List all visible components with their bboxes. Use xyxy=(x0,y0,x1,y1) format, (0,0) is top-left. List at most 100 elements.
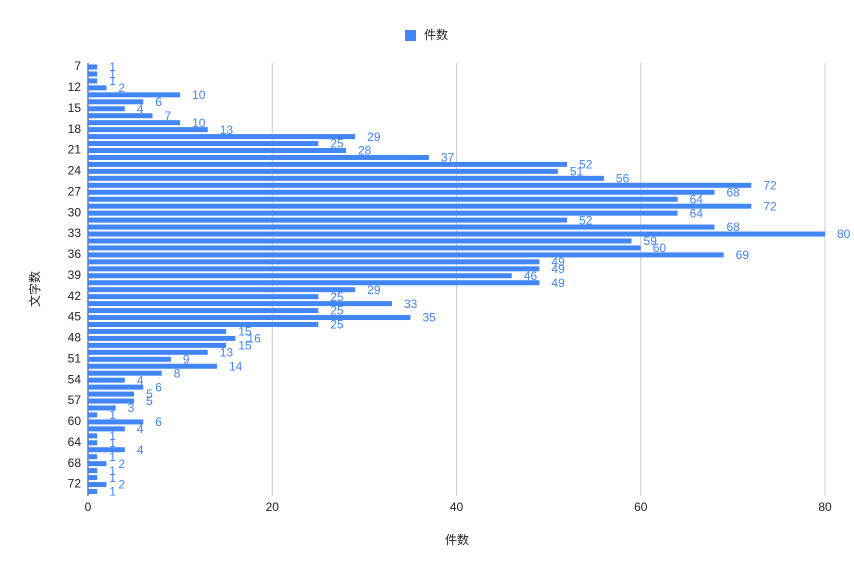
bar xyxy=(88,78,98,84)
data-label: 59 xyxy=(644,234,658,248)
y-tick-label: 36 xyxy=(68,247,82,261)
y-tick-label: 12 xyxy=(68,80,82,94)
bar xyxy=(88,301,393,307)
bar xyxy=(88,349,208,355)
x-tick-label: 40 xyxy=(450,500,464,514)
bar xyxy=(88,273,512,279)
data-label: 49 xyxy=(551,255,565,269)
data-label: 1 xyxy=(109,60,116,74)
y-tick-label: 7 xyxy=(74,59,81,73)
data-label: 1 xyxy=(109,464,116,478)
data-label: 28 xyxy=(358,144,372,158)
data-label: 1 xyxy=(109,74,116,88)
data-label: 64 xyxy=(690,206,704,220)
bar xyxy=(88,419,144,425)
bar xyxy=(88,71,98,77)
data-label: 5 xyxy=(146,394,153,408)
data-label: 1 xyxy=(109,450,116,464)
x-tick-label: 80 xyxy=(818,500,832,514)
data-label: 29 xyxy=(367,283,381,297)
bar xyxy=(88,433,98,439)
legend-swatch xyxy=(405,30,416,41)
data-label: 9 xyxy=(183,352,190,366)
data-label: 52 xyxy=(579,158,593,172)
data-label: 1 xyxy=(109,408,116,422)
data-label: 72 xyxy=(763,199,777,213)
bar xyxy=(88,231,825,237)
bar xyxy=(88,134,356,140)
x-tick-label: 20 xyxy=(266,500,280,514)
data-label: 13 xyxy=(220,345,234,359)
bar xyxy=(88,224,715,230)
bar xyxy=(88,245,641,251)
bar xyxy=(88,203,752,209)
bar xyxy=(88,321,319,327)
data-label: 52 xyxy=(579,213,593,227)
data-label: 51 xyxy=(570,165,584,179)
data-label: 6 xyxy=(155,380,162,394)
y-tick-label: 24 xyxy=(68,164,82,178)
bar xyxy=(88,294,319,300)
bar xyxy=(88,182,752,188)
legend-label: 件数 xyxy=(424,27,448,42)
data-label: 6 xyxy=(155,415,162,429)
bar xyxy=(88,377,125,383)
data-label: 4 xyxy=(137,373,144,387)
bar xyxy=(88,252,724,258)
data-label: 80 xyxy=(837,227,851,241)
x-tick-label: 0 xyxy=(85,500,92,514)
bar xyxy=(88,210,678,216)
data-label: 68 xyxy=(726,185,740,199)
data-label: 13 xyxy=(220,123,234,137)
bar xyxy=(88,315,411,321)
bar xyxy=(88,405,116,411)
bar xyxy=(88,99,144,105)
y-tick-label: 33 xyxy=(68,226,82,240)
bar xyxy=(88,468,98,474)
y-tick-label: 27 xyxy=(68,184,82,198)
data-label: 37 xyxy=(441,151,455,165)
data-label: 60 xyxy=(653,241,667,255)
data-label: 35 xyxy=(422,311,436,325)
y-tick-label: 21 xyxy=(68,143,82,157)
data-label: 5 xyxy=(146,387,153,401)
y-tick-label: 68 xyxy=(68,456,82,470)
data-label: 3 xyxy=(128,401,135,415)
data-label: 69 xyxy=(736,248,750,262)
data-label: 1 xyxy=(109,429,116,443)
data-label: 4 xyxy=(137,443,144,457)
data-label: 1 xyxy=(109,436,116,450)
bar xyxy=(88,482,107,488)
data-label: 4 xyxy=(137,422,144,436)
data-label: 49 xyxy=(551,262,565,276)
data-label: 25 xyxy=(330,318,344,332)
data-label: 72 xyxy=(763,178,777,192)
bar xyxy=(88,120,181,126)
bar xyxy=(88,196,678,202)
data-label: 68 xyxy=(726,220,740,234)
bar xyxy=(88,189,715,195)
data-label: 7 xyxy=(164,109,171,123)
bar xyxy=(88,154,429,160)
data-label: 49 xyxy=(551,276,565,290)
bar xyxy=(88,426,125,432)
y-tick-label: 60 xyxy=(68,414,82,428)
bar xyxy=(88,384,144,390)
bar xyxy=(88,398,135,404)
y-tick-label: 45 xyxy=(68,310,82,324)
bar xyxy=(88,92,181,98)
bar xyxy=(88,461,107,467)
bar xyxy=(88,342,227,348)
data-label: 1 xyxy=(109,67,116,81)
data-label: 10 xyxy=(192,88,206,102)
bar xyxy=(88,259,540,265)
bar xyxy=(88,148,346,154)
data-label: 15 xyxy=(238,325,252,339)
bar xyxy=(88,280,540,286)
data-label: 2 xyxy=(118,81,125,95)
y-axis-title: 文字数 xyxy=(27,271,42,307)
bar xyxy=(88,391,135,397)
y-tick-label: 39 xyxy=(68,268,82,282)
data-label: 64 xyxy=(690,192,704,206)
